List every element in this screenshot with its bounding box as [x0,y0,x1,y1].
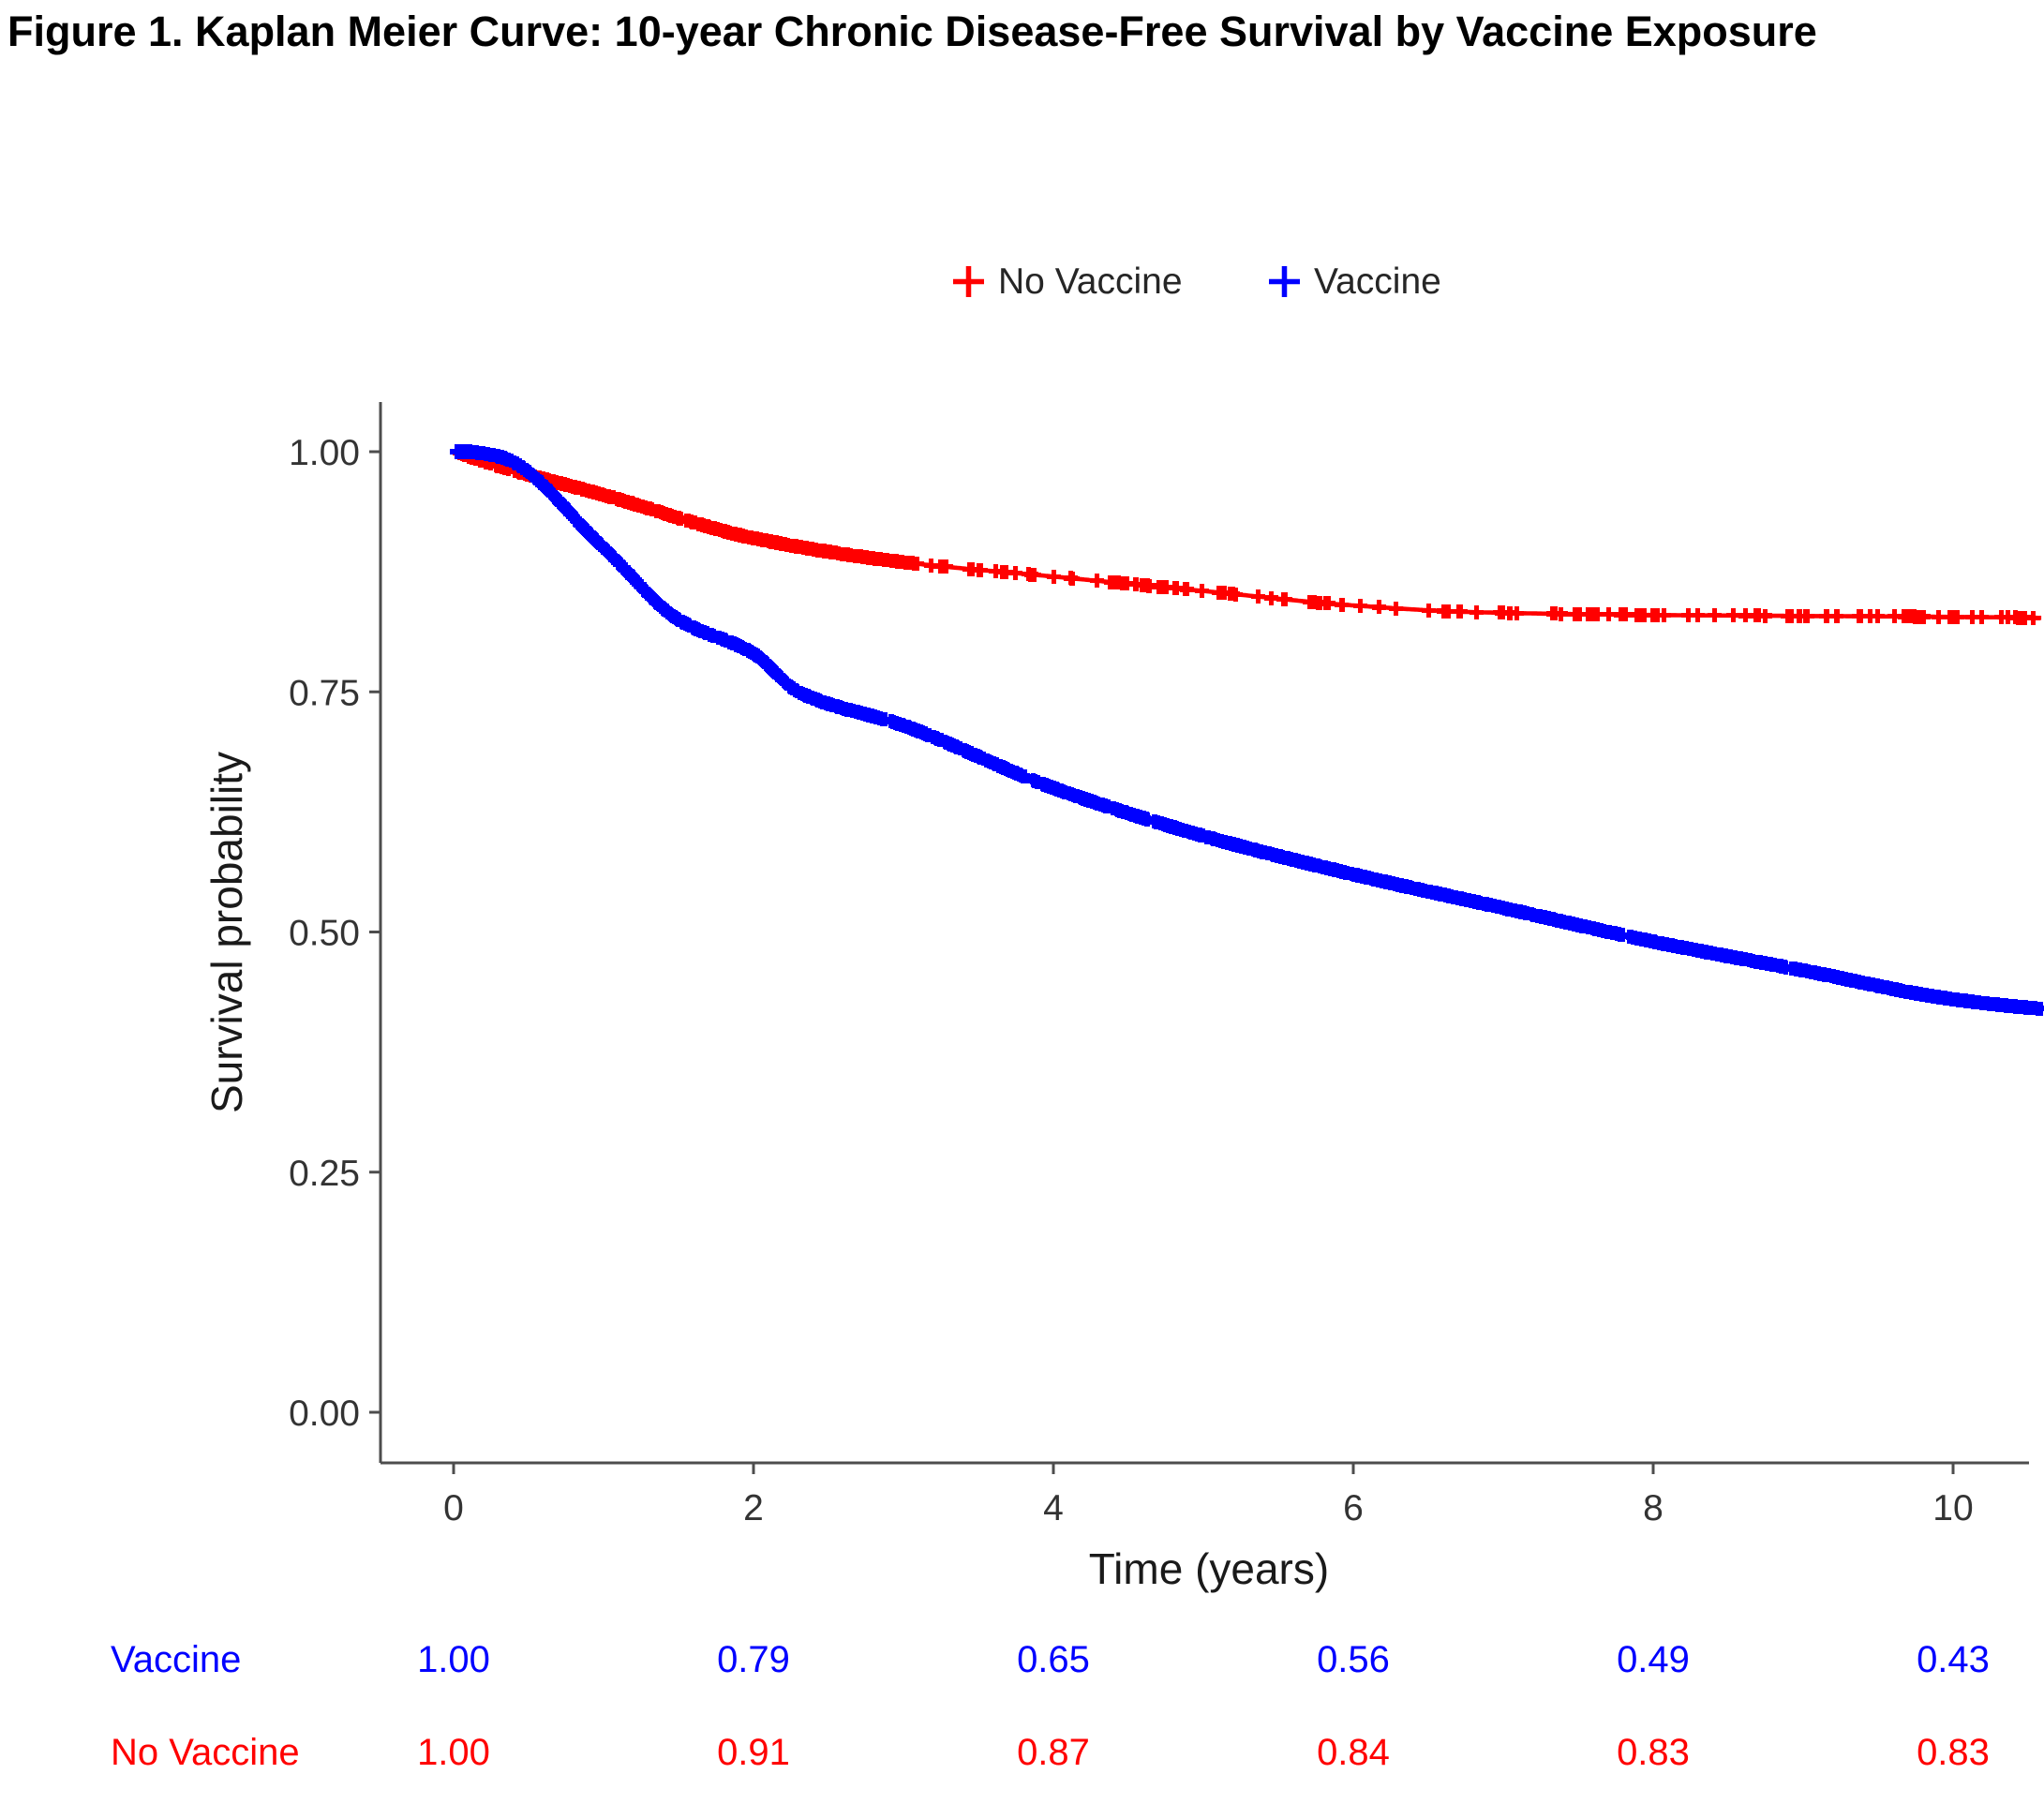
svg-text:1.00: 1.00 [417,1732,490,1773]
svg-text:Vaccine: Vaccine [111,1639,241,1680]
svg-text:No Vaccine: No Vaccine [111,1732,300,1773]
svg-text:0.84: 0.84 [1317,1732,1390,1773]
svg-text:0.43: 0.43 [1917,1639,1990,1680]
svg-text:0.83: 0.83 [1617,1732,1690,1773]
svg-text:0.83: 0.83 [1917,1732,1990,1773]
svg-text:0.87: 0.87 [1017,1732,1090,1773]
svg-text:0.56: 0.56 [1317,1639,1390,1680]
svg-text:0.65: 0.65 [1017,1639,1090,1680]
svg-text:0.91: 0.91 [717,1732,790,1773]
svg-text:0.49: 0.49 [1617,1639,1690,1680]
svg-text:0.79: 0.79 [717,1639,790,1680]
svg-text:1.00: 1.00 [417,1639,490,1680]
